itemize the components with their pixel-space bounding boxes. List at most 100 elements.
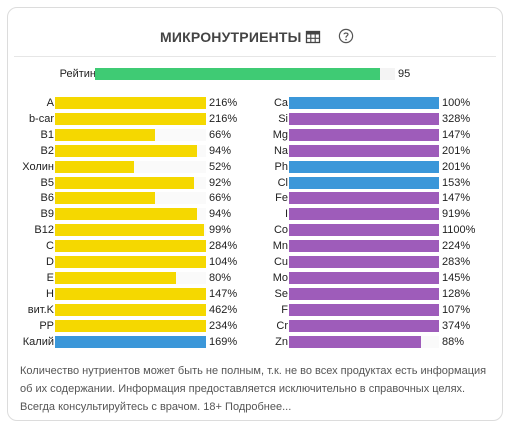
nutrient-label: Калий [22, 335, 54, 348]
nutrient-label: вит.K [27, 303, 54, 316]
nutrient-bar-track [55, 303, 206, 316]
nutrient-bar-track [55, 271, 206, 284]
nutrient-bar-fill [55, 256, 206, 268]
nutrient-label: Mo [272, 271, 288, 284]
help-circle-icon[interactable] [338, 28, 354, 44]
nutrient-percent: 147% [442, 128, 471, 141]
nutrient-label: Ca [273, 97, 288, 109]
nutrient-label: Mg [272, 128, 288, 141]
nutrient-label: I [284, 208, 288, 221]
nutrient-bar-track [289, 319, 439, 332]
nutrient-bar-fill [289, 128, 439, 141]
nutrient-label: Co [273, 224, 288, 237]
nutrient-percent: 284% [209, 240, 238, 253]
nutrient-percent: 224% [442, 240, 471, 253]
nutrient-bar-track [55, 144, 206, 157]
nutrient-bar-track [55, 112, 206, 125]
nutrient-percent: 94% [209, 208, 232, 221]
nutrient-percent: 201% [442, 160, 471, 173]
nutrient-label: Ph [274, 160, 288, 173]
nutrient-bar-track [55, 224, 206, 237]
nutrient-percent: 80% [209, 271, 232, 284]
nutrient-percent: 201% [442, 144, 471, 157]
nutrient-bar-track [289, 160, 439, 173]
nutrient-bar-track [289, 287, 439, 300]
nutrient-bar-fill [289, 160, 439, 173]
nutrient-bar-fill [55, 176, 194, 189]
nutrient-label: H [46, 287, 54, 300]
nutrient-label: b-car [28, 112, 54, 125]
nutrient-percent: 52% [209, 160, 232, 173]
nutrient-label: Cl [277, 176, 288, 189]
nutrient-bar-fill [289, 287, 439, 300]
rating-bar-fill [95, 68, 380, 80]
nutrient-bar-track [289, 256, 439, 268]
nutrient-percent: 147% [442, 192, 471, 205]
nutrient-bar-fill [289, 319, 439, 332]
card-header: МИКРОНУТРИЕНТЫ [8, 26, 502, 48]
nutrient-bar-fill [55, 224, 205, 237]
nutrient-bar-fill [289, 176, 439, 189]
nutrient-bar-track [55, 319, 206, 332]
nutrient-percent: 128% [442, 287, 471, 300]
nutrient-bar-track [55, 192, 206, 205]
nutrient-bar-fill [55, 319, 206, 332]
nutrient-label: Cu [273, 256, 288, 268]
nutrient-bar-fill [55, 192, 155, 205]
nutrient-percent: 153% [442, 176, 471, 189]
nutrient-percent: 94% [209, 144, 232, 157]
nutrient-bar-fill [55, 97, 206, 109]
nutrient-label: Si [278, 112, 288, 125]
nutrient-label: D [46, 256, 54, 268]
nutrient-percent: 92% [209, 176, 232, 189]
nutrient-percent: 216% [209, 112, 238, 125]
nutrient-percent: 99% [209, 224, 232, 237]
nutrient-label: Холин [22, 160, 54, 173]
nutrient-bar-track [55, 160, 206, 173]
rating-label: Рейтинг [59, 68, 100, 80]
nutrient-label: B5 [40, 176, 54, 189]
nutrient-percent: 919% [442, 208, 471, 221]
nutrient-bar-track [55, 176, 206, 189]
nutrient-bar-track [289, 271, 439, 284]
nutrient-percent: 1100% [442, 224, 476, 237]
nutrient-bar-track [289, 144, 439, 157]
nutrient-bar-fill [289, 256, 439, 268]
nutrient-bar-track [55, 240, 206, 253]
nutrient-label: E [46, 271, 54, 284]
nutrient-percent: 216% [209, 97, 238, 109]
nutrient-bar-fill [289, 144, 439, 157]
nutrient-percent: 462% [209, 303, 238, 316]
more-link[interactable]: Подробнее... [225, 401, 292, 413]
nutrient-percent: 107% [442, 303, 471, 316]
nutrient-bar-track [289, 224, 439, 237]
disclaimer-text: Количество нутриентов может быть не полн… [20, 362, 490, 416]
nutrient-bar-fill [289, 303, 439, 316]
nutrient-bar-track [55, 128, 206, 141]
nutrient-label: Zn [275, 335, 288, 348]
nutrient-label: A [46, 97, 54, 109]
nutrient-percent: 234% [209, 319, 238, 332]
nutrient-bar-fill [55, 335, 206, 348]
nutrient-label: Cr [276, 319, 288, 332]
nutrient-bar-track [55, 287, 206, 300]
nutrient-bar-track [55, 97, 206, 109]
disclaimer-body: Количество нутриентов может быть не полн… [20, 365, 487, 413]
nutrient-bar-track [289, 128, 439, 141]
nutrient-bar-fill [289, 271, 439, 284]
nutrient-label: F [281, 303, 288, 316]
nutrient-bar-fill [289, 240, 439, 253]
nutrient-bar-fill [55, 144, 197, 157]
nutrient-label: Mn [272, 240, 288, 253]
nutrient-percent: 328% [442, 112, 471, 125]
nutrient-bar-track [289, 335, 439, 348]
table-icon[interactable] [305, 29, 321, 45]
nutrient-bar-fill [289, 224, 439, 237]
nutrient-bar-track [289, 112, 439, 125]
nutrient-percent: 145% [442, 271, 471, 284]
nutrient-percent: 374% [442, 319, 471, 332]
nutrient-bar-fill [55, 287, 206, 300]
nutrient-label: B9 [40, 208, 54, 221]
nutrient-bar-fill [289, 208, 439, 221]
nutrient-bar-track [55, 335, 206, 348]
